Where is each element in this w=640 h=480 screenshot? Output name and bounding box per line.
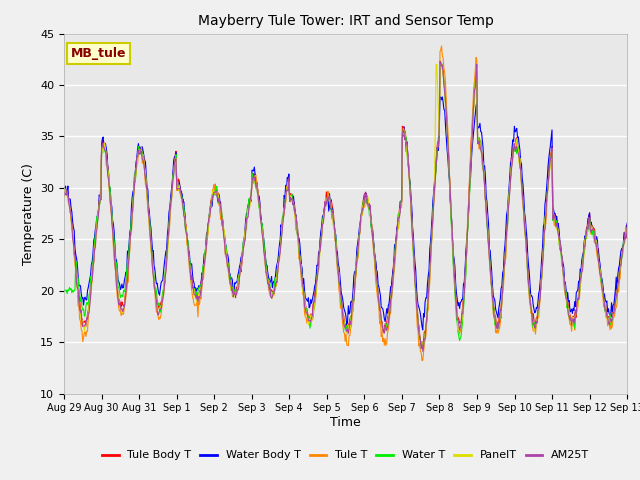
- X-axis label: Time: Time: [330, 416, 361, 429]
- Y-axis label: Temperature (C): Temperature (C): [22, 163, 35, 264]
- Legend: Tule Body T, Water Body T, Tule T, Water T, PanelT, AM25T: Tule Body T, Water Body T, Tule T, Water…: [97, 446, 594, 465]
- Text: MB_tule: MB_tule: [71, 47, 126, 60]
- Title: Mayberry Tule Tower: IRT and Sensor Temp: Mayberry Tule Tower: IRT and Sensor Temp: [198, 14, 493, 28]
